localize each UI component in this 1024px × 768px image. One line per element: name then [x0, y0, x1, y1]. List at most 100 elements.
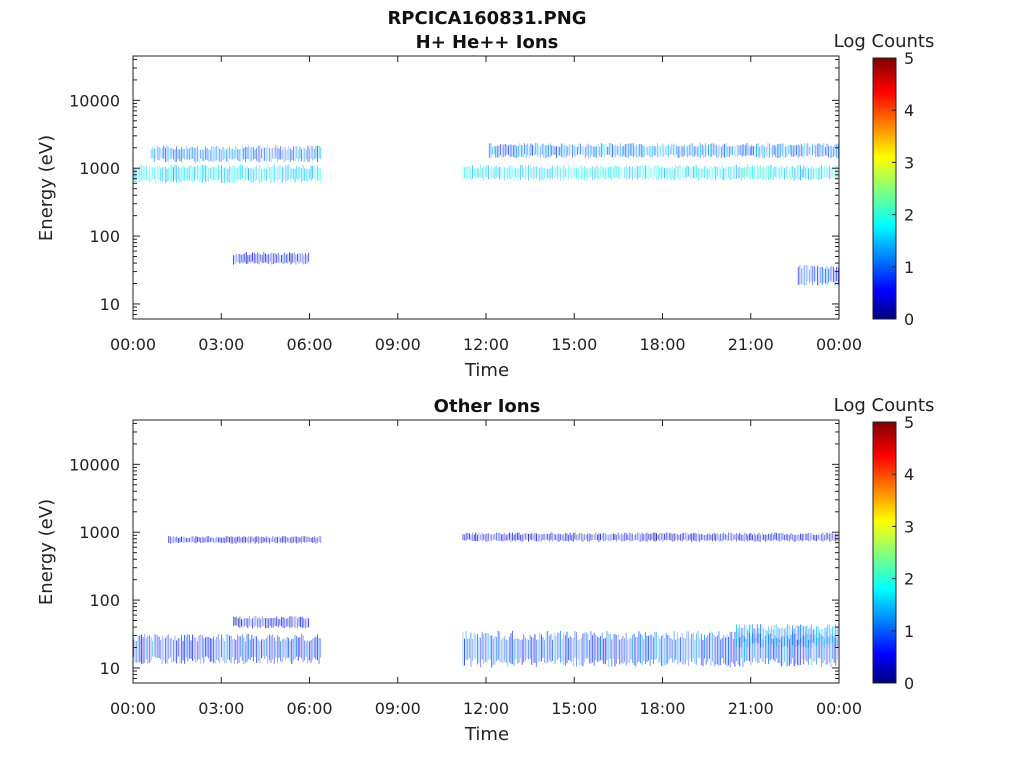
x-tick-label: 00:00 [110, 335, 156, 354]
spectrogram-cell [718, 534, 720, 542]
spectrogram-cell [185, 167, 187, 180]
spectrogram-cell [165, 637, 166, 664]
spectrogram-cell [467, 166, 469, 180]
spectrogram-cell [517, 145, 519, 158]
spectrogram-cell [811, 625, 813, 648]
spectrogram-cell [152, 640, 154, 657]
spectrogram-cell [217, 164, 219, 181]
spectrogram-cell [287, 253, 289, 264]
spectrogram-cell [242, 619, 244, 629]
spectrogram-cell [793, 534, 795, 542]
spectrogram-cell [299, 537, 301, 543]
spectrogram-cell [318, 536, 320, 542]
spectrogram-cell [225, 167, 227, 182]
spectrogram-cell [660, 146, 661, 156]
spectrogram-cell [633, 633, 635, 665]
spectrogram-cell [190, 640, 192, 659]
spectrogram-cell [213, 167, 214, 181]
spectrogram-cell [745, 533, 747, 540]
spectrogram-cell [806, 165, 808, 179]
panel-title: H+ He++ Ions [416, 32, 559, 53]
spectrogram-cell [635, 636, 637, 667]
spectrogram-cell [529, 165, 531, 177]
spectrogram-cell [766, 165, 768, 179]
spectrogram-cell [230, 635, 232, 664]
spectrogram-cell [679, 146, 681, 158]
spectrogram-cell [744, 624, 745, 642]
spectrogram-cell [713, 532, 715, 541]
spectrogram-cell [478, 168, 480, 178]
spectrogram-cell [291, 639, 293, 664]
spectrogram-cell [537, 639, 539, 664]
spectrogram-cell [576, 146, 578, 155]
spectrogram-cell [678, 164, 680, 180]
spectrogram-cell [724, 637, 726, 665]
spectrogram-cell [832, 165, 833, 178]
spectrogram-cell [620, 143, 621, 157]
spectrogram-cell [238, 636, 240, 663]
spectrogram-cell [197, 536, 198, 543]
spectrogram-cell [232, 148, 234, 160]
spectrogram-cell [145, 637, 147, 660]
spectrogram-cell [235, 167, 237, 180]
spectrogram-cell [777, 638, 779, 663]
spectrogram-cell [809, 168, 811, 181]
spectrogram-cell [834, 144, 836, 156]
spectrogram-cell [668, 635, 670, 661]
spectrogram-cell [229, 146, 230, 159]
spectrogram-cell [281, 149, 283, 160]
spectrogram-cell [302, 536, 304, 543]
spectrogram-cell [643, 166, 645, 178]
spectrogram-cell [700, 168, 702, 178]
spectrogram-cell [303, 255, 305, 265]
spectrogram-cell [277, 536, 278, 544]
spectrogram-cell [700, 533, 702, 540]
spectrogram-cell [625, 165, 627, 180]
spectrogram-cell [264, 639, 266, 659]
spectrogram-cell [772, 168, 774, 180]
spectrogram-cell [731, 631, 733, 663]
spectrogram-cell [181, 146, 182, 163]
spectrogram-cell [760, 534, 761, 542]
spectrogram-cell [561, 167, 563, 179]
spectrogram-cell [689, 638, 691, 659]
spectrogram-cell [283, 146, 285, 163]
spectrogram-cell [772, 639, 774, 660]
spectrogram-cell [784, 636, 785, 662]
spectrogram-cell [809, 269, 810, 284]
spectrogram-cell [219, 169, 221, 179]
spectrogram-cell [275, 167, 277, 180]
spectrogram-cell [163, 145, 165, 159]
spectrogram-cell [785, 627, 787, 647]
spectrogram-cell [501, 144, 503, 158]
spectrogram-cell [153, 634, 155, 657]
spectrogram-cell [587, 533, 589, 542]
spectrogram-cell [668, 167, 670, 178]
spectrogram-cell [301, 633, 302, 659]
spectrogram-cell [708, 533, 710, 541]
spectrogram-cell [719, 144, 721, 156]
spectrogram-cell [320, 638, 322, 658]
spectrogram-cell [764, 146, 765, 158]
spectrogram-cell [249, 168, 251, 183]
spectrogram-cell [259, 164, 261, 184]
spectrogram-cell [475, 634, 477, 660]
spectrogram-cell [298, 253, 300, 264]
spectrogram-cell [141, 164, 142, 181]
spectrogram-cell [657, 634, 659, 664]
spectrogram-cell [587, 634, 589, 659]
spectrogram-cell [155, 634, 157, 658]
colorbar-tick-label: 1 [904, 622, 914, 641]
spectrogram-cell [288, 164, 290, 180]
spectrogram-cell [251, 634, 253, 658]
spectrogram-cell [556, 533, 558, 542]
spectrogram-cell [537, 534, 539, 542]
spectrogram-cell [270, 148, 272, 163]
spectrogram-cell [520, 144, 522, 157]
spectrogram-cell [300, 616, 302, 627]
spectrogram-cell [286, 165, 288, 181]
spectrogram-cell [695, 146, 697, 156]
spectrogram-cell [724, 534, 726, 540]
spectrogram-cell [648, 145, 650, 157]
y-tick-label: 1000 [79, 159, 120, 178]
